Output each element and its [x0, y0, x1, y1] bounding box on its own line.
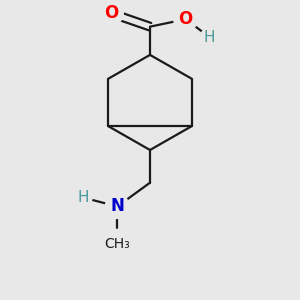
Circle shape	[105, 195, 129, 218]
Circle shape	[74, 189, 92, 206]
Circle shape	[174, 7, 198, 31]
Text: H: H	[77, 190, 89, 205]
Text: O: O	[178, 10, 193, 28]
Text: N: N	[110, 197, 124, 215]
Text: O: O	[104, 4, 118, 22]
Circle shape	[103, 230, 132, 258]
Circle shape	[100, 2, 123, 25]
Circle shape	[200, 28, 218, 46]
Text: H: H	[204, 30, 215, 45]
Text: CH₃: CH₃	[104, 237, 130, 250]
